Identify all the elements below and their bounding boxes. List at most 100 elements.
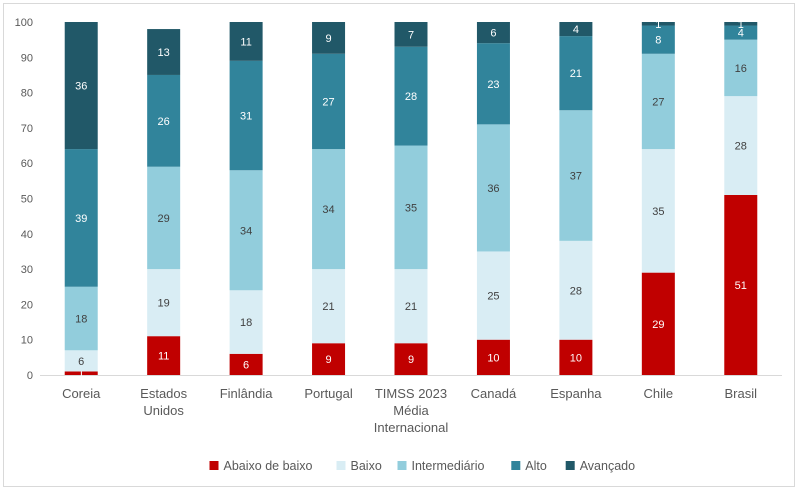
x-category-label-line: Finlândia: [220, 386, 274, 401]
data-label: 28: [405, 91, 417, 103]
legend-swatch: [511, 461, 521, 470]
data-label: 37: [570, 171, 582, 183]
data-label: 36: [75, 81, 87, 93]
data-label: 29: [652, 319, 664, 331]
bar-stack: 29 35 27 8 1: [641, 19, 675, 375]
x-category-label-line: Coreia: [62, 386, 101, 401]
data-label: 11: [158, 351, 169, 363]
x-category-label: Chile: [644, 386, 674, 401]
x-category-label-line: Unidos: [143, 403, 184, 418]
x-category-label: TIMSS 2023 Média Internacional: [374, 386, 449, 435]
y-tick-label: 20: [21, 299, 33, 311]
bar-segment: [641, 149, 675, 273]
x-category-label-line: Espanha: [550, 386, 602, 401]
data-label: 36: [487, 183, 499, 195]
bar-segment: [394, 269, 428, 344]
x-category-label-line: Portugal: [304, 386, 353, 401]
bar-segment: [559, 22, 593, 37]
bar-segment: [64, 350, 98, 372]
bar-stack: 16 18 39 36: [64, 22, 98, 380]
bar-segment: [724, 194, 758, 375]
x-category-label-line: Canadá: [471, 386, 517, 401]
bar-segment: [394, 343, 428, 375]
y-tick-label: 100: [15, 17, 33, 29]
bar-stack: 6 18 34 31 11: [229, 22, 263, 375]
x-category-label: Espanha: [550, 386, 602, 401]
x-category-label-line: Chile: [644, 386, 674, 401]
x-category-label-line: Estados: [140, 386, 187, 401]
legend-entry: Alto: [525, 459, 547, 473]
legend-entry: Abaixo de baixo: [224, 459, 313, 473]
bar-segment: [724, 22, 758, 26]
data-label: 26: [158, 116, 170, 128]
legend-swatch: [397, 461, 407, 470]
bar-segment: [229, 353, 263, 375]
bar-segment: [559, 240, 593, 340]
data-label: 35: [405, 202, 417, 214]
chart-frame: [3, 3, 795, 487]
data-label: 9: [408, 354, 414, 366]
data-label: 28: [570, 285, 582, 297]
data-label: 18: [75, 314, 87, 326]
bar-segment: [64, 149, 98, 287]
x-category-label: Canadá: [471, 386, 517, 401]
bar-segment: [476, 124, 510, 252]
data-label: 28: [735, 141, 747, 153]
y-tick-label: 0: [27, 370, 33, 382]
y-tick-label: 80: [21, 88, 33, 100]
x-category-label-line: Brasil: [725, 386, 758, 401]
bar-segment: [147, 336, 181, 375]
x-category-label: Estados Unidos: [140, 386, 187, 418]
bar-stack: 10 28 37 21 4: [559, 22, 593, 375]
data-label: 34: [240, 225, 252, 237]
data-label: 4: [738, 28, 744, 40]
data-label: 10: [570, 352, 582, 364]
bar-stack: 51 28 16 41: [724, 19, 758, 375]
data-label: 25: [487, 291, 499, 303]
x-category-label: Finlândia: [220, 386, 274, 401]
bar-segment: [147, 74, 181, 167]
data-label: 23: [487, 79, 499, 91]
data-label: 21: [570, 68, 582, 80]
bar-segment: [64, 22, 98, 150]
legend-swatch: [336, 461, 346, 470]
bar-segment: [312, 149, 346, 270]
bar-segment: [476, 339, 510, 375]
data-label: 21: [322, 301, 334, 313]
data-label: 39: [75, 213, 87, 225]
bar-segment: [147, 166, 181, 270]
data-label: 1: [78, 368, 84, 380]
data-label: 8: [655, 35, 661, 47]
bar-segment: [147, 269, 181, 337]
x-category-label: Coreia: [62, 386, 101, 401]
data-label: 4: [573, 24, 579, 36]
y-tick-label: 50: [21, 194, 33, 206]
x-category-label: Brasil: [725, 386, 758, 401]
bar-segment: [147, 29, 181, 75]
bar-segment: [394, 145, 428, 270]
bar-segment: [724, 39, 758, 97]
bar-segment: [394, 46, 428, 146]
bar-segment: [229, 170, 263, 291]
legend-entry: Avançado: [580, 459, 635, 473]
data-label: 6: [78, 356, 84, 368]
legend-entry: Baixo: [351, 459, 382, 473]
bar-stack: 9 21 35 28 7: [394, 22, 428, 375]
data-label: 35: [652, 206, 664, 218]
data-label: 9: [325, 354, 331, 366]
bar-segment: [394, 22, 428, 47]
x-category-label-line: Internacional: [374, 420, 449, 435]
y-tick-label: 60: [21, 158, 33, 170]
data-label: 9: [325, 33, 331, 45]
bar-segment: [559, 110, 593, 241]
bar-segment: [476, 22, 510, 44]
data-label: 13: [158, 47, 170, 59]
data-label: 27: [652, 96, 664, 108]
data-label: 18: [240, 317, 252, 329]
bar-segment: [312, 343, 346, 375]
bar-segment: [476, 251, 510, 340]
bar-segment: [559, 339, 593, 375]
bar-segment: [229, 290, 263, 354]
x-category-label: Portugal: [304, 386, 353, 401]
